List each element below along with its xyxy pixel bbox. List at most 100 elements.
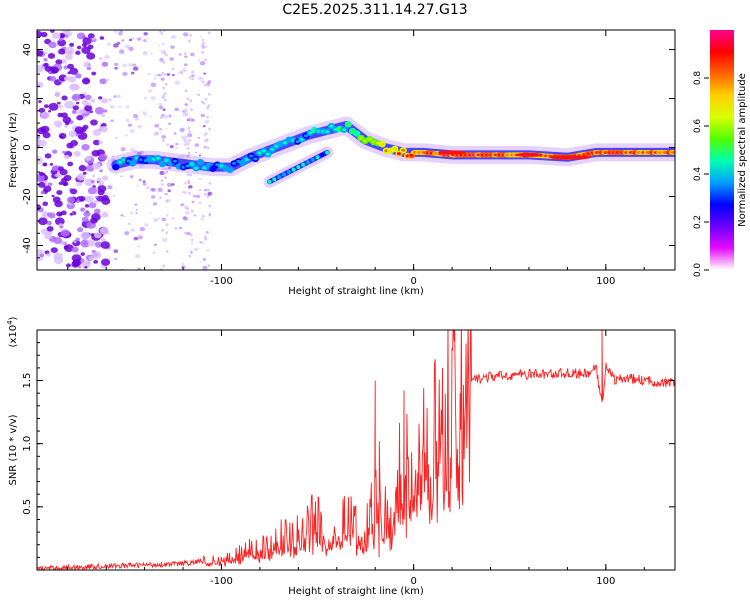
noise-speckle	[52, 149, 58, 154]
ridge-core	[346, 122, 351, 126]
noise-speckle	[106, 42, 111, 46]
lower-branch-cell	[281, 172, 286, 177]
noise-speckle	[44, 65, 53, 72]
noise-speckle	[76, 181, 82, 187]
spectrogram-x-label: Height of straight line (km)	[288, 286, 424, 297]
ridge-core	[172, 159, 177, 163]
noise-speckle	[115, 94, 121, 99]
noise-speckle	[167, 166, 172, 170]
noise-speckle	[93, 208, 101, 215]
noise-speckle	[82, 37, 92, 45]
noise-speckle	[37, 173, 45, 182]
noise-speckle	[161, 217, 167, 222]
snr-axes: -100 0 100 0.5 1.0 1.5	[22, 330, 675, 587]
noise-speckle	[207, 31, 211, 35]
noise-speckle	[165, 127, 168, 130]
noise-speckle	[127, 123, 133, 127]
noise-speckle	[180, 203, 185, 207]
snr-y-label: SNR (10 * v/v)	[8, 414, 19, 485]
noise-speckle	[67, 71, 71, 75]
y-tick-label: 1.0	[22, 436, 33, 452]
noise-speckle	[123, 215, 126, 218]
noise-speckle	[143, 32, 148, 36]
noise-speckle	[76, 114, 84, 121]
noise-speckle	[38, 107, 46, 114]
noise-speckle	[171, 183, 175, 186]
lower-branch-cell	[301, 162, 306, 167]
noise-speckle	[91, 174, 96, 178]
ridge-core	[342, 128, 347, 132]
lower-branch-cell	[291, 167, 296, 172]
colorbar-tick-label: 0.2	[693, 215, 703, 229]
noise-speckle	[84, 104, 93, 112]
noise-speckle	[122, 63, 128, 68]
noise-speckle	[182, 113, 186, 117]
ridge-core	[392, 147, 397, 151]
noise-speckle	[46, 220, 52, 226]
ridge-core	[211, 167, 216, 171]
noise-speckle	[108, 167, 114, 172]
noise-speckle	[38, 182, 46, 188]
noise-speckle	[91, 37, 96, 40]
ridge-core	[261, 149, 266, 153]
noise-speckle	[37, 138, 42, 146]
noise-speckle	[163, 51, 167, 55]
noise-speckle	[95, 195, 99, 199]
noise-speckle	[204, 145, 207, 149]
noise-speckle	[154, 123, 160, 128]
noise-speckle	[206, 146, 210, 150]
noise-speckle	[58, 37, 63, 42]
noise-speckle	[40, 190, 45, 195]
noise-speckle	[183, 139, 189, 144]
noise-speckle	[204, 188, 208, 192]
ridge-core	[367, 137, 372, 141]
noise-speckle	[80, 252, 86, 256]
noise-speckle	[44, 233, 52, 240]
noise-speckle	[108, 98, 113, 102]
noise-speckle	[193, 214, 197, 217]
noise-speckle	[44, 153, 52, 159]
noise-speckle	[194, 143, 200, 147]
noise-speckle	[206, 195, 210, 198]
noise-speckle	[149, 115, 152, 118]
noise-speckle	[191, 70, 194, 74]
noise-speckle	[81, 216, 89, 223]
noise-speckle	[58, 132, 67, 139]
noise-speckle	[206, 249, 210, 252]
noise-speckle	[181, 68, 187, 73]
noise-speckle	[48, 102, 59, 111]
ridge-core	[380, 142, 385, 146]
noise-speckle	[103, 109, 108, 113]
noise-speckle	[77, 227, 84, 233]
noise-speckle	[68, 76, 77, 83]
noise-speckle	[206, 115, 210, 119]
noise-speckle	[163, 73, 167, 76]
noise-speckle	[153, 132, 159, 137]
noise-speckle	[51, 32, 61, 40]
noise-speckle	[101, 211, 109, 218]
noise-speckle	[68, 130, 77, 138]
noise-speckle	[129, 211, 134, 215]
noise-speckle	[118, 49, 125, 54]
noise-speckle	[171, 68, 175, 70]
noise-speckle	[186, 110, 189, 113]
colorbar: 0.0 0.2 0.4 0.6 0.8 Normalized spectral ampl…	[693, 30, 748, 277]
noise-speckle	[66, 142, 74, 149]
noise-speckle	[181, 135, 187, 140]
x-tick-label: 100	[596, 576, 615, 587]
y-tick-label: -20	[22, 188, 33, 204]
noise-speckle	[54, 217, 65, 226]
noise-speckle	[98, 57, 103, 61]
colorbar-label: Normalized spectral amplitude	[737, 73, 748, 227]
noise-speckle	[42, 131, 51, 139]
noise-speckle	[159, 57, 164, 62]
noise-speckle	[121, 39, 125, 42]
noise-speckle	[73, 240, 77, 244]
noise-speckle	[85, 195, 94, 203]
noise-speckle	[93, 232, 102, 239]
noise-speckle	[60, 229, 70, 237]
noise-speckle	[130, 228, 135, 232]
noise-speckle	[162, 86, 165, 90]
noise-speckle	[187, 151, 191, 155]
